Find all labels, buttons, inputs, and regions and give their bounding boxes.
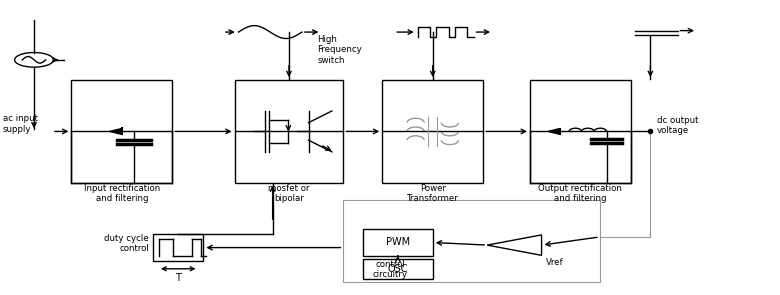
Text: Input rectification
and filtering: Input rectification and filtering bbox=[83, 184, 160, 204]
Bar bbox=[530, 80, 631, 183]
Text: High
Frequency
switch: High Frequency switch bbox=[317, 35, 362, 65]
Text: dc output
voltage: dc output voltage bbox=[657, 116, 698, 135]
Bar bbox=[382, 80, 484, 183]
Text: T: T bbox=[176, 273, 181, 283]
Text: PWM: PWM bbox=[385, 237, 410, 248]
Polygon shape bbox=[548, 129, 560, 134]
Bar bbox=[363, 258, 433, 279]
Text: duty cycle
control: duty cycle control bbox=[105, 234, 149, 253]
Text: ac input
supply: ac input supply bbox=[3, 114, 38, 134]
Bar bbox=[153, 234, 204, 261]
Text: Vref: Vref bbox=[545, 258, 563, 267]
Text: Output rectification
and filtering: Output rectification and filtering bbox=[538, 184, 622, 204]
Bar bbox=[235, 80, 343, 183]
Text: Power
Transformer: Power Transformer bbox=[407, 184, 459, 204]
Bar bbox=[363, 229, 433, 256]
Text: OSC: OSC bbox=[388, 264, 408, 274]
Text: mosfet or
bipolar: mosfet or bipolar bbox=[268, 184, 310, 204]
Text: control
circuitry: control circuitry bbox=[373, 260, 407, 279]
Bar bbox=[343, 200, 600, 282]
Polygon shape bbox=[110, 128, 122, 135]
Bar bbox=[71, 80, 172, 183]
